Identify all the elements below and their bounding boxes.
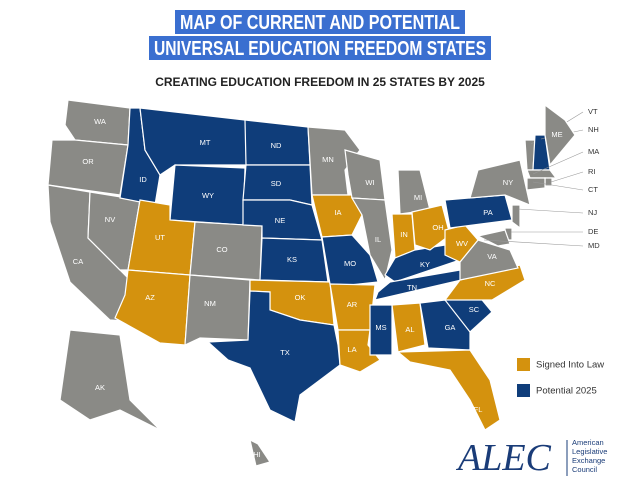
logo-text: Exchange — [572, 456, 605, 465]
state-label: UT — [155, 233, 165, 242]
state — [476, 229, 511, 247]
state-label: WI — [365, 178, 374, 187]
state-label: MT — [200, 138, 211, 147]
state — [411, 204, 451, 251]
state-label: AL — [405, 325, 414, 334]
state — [391, 302, 426, 353]
logo-text: Council — [572, 465, 597, 474]
state-label: NM — [204, 299, 216, 308]
state-label-outside: NJ — [588, 208, 597, 217]
state — [184, 274, 251, 346]
state-label: KY — [420, 260, 430, 269]
legend-label: Signed Into Law — [536, 360, 604, 371]
leader-line — [483, 239, 584, 247]
state-label: KS — [287, 255, 297, 264]
state-label: NV — [105, 215, 115, 224]
state — [469, 159, 531, 206]
state-label: AK — [95, 383, 105, 392]
state-label: IA — [334, 208, 341, 217]
state-label: TN — [407, 283, 417, 292]
state-label: LA — [347, 345, 356, 354]
legend-label: Potential 2025 — [536, 386, 597, 397]
leader-line — [532, 151, 584, 175]
state-label: MO — [344, 259, 356, 268]
state-label: MN — [322, 155, 334, 164]
state-label: PA — [483, 208, 492, 217]
state-label-outside: CT — [588, 185, 598, 194]
title-line: MAP OF CURRENT AND POTENTIAL — [180, 12, 460, 34]
legend-swatch — [517, 384, 530, 397]
state-label: NE — [275, 216, 285, 225]
legend-swatch — [517, 358, 530, 371]
state — [526, 177, 546, 191]
state-label: SD — [271, 179, 282, 188]
us-map: WA OR CA NV ID MT WY UT AZ CO NM ND SD NE KS OK TX MN IA MO… — [47, 99, 600, 467]
state-label: MI — [414, 193, 422, 202]
logo-text: American — [572, 438, 604, 447]
state-label-outside: RI — [588, 167, 596, 176]
state — [350, 197, 393, 282]
state-label: OR — [82, 157, 94, 166]
subtitle: CREATING EDUCATION FREEDOM IN 25 STATES … — [155, 75, 485, 89]
leader-line — [532, 181, 584, 191]
state-label: GA — [445, 323, 456, 332]
title-highlight — [175, 10, 465, 34]
state — [139, 107, 249, 176]
state-label: TX — [280, 348, 290, 357]
state-label: WY — [202, 191, 214, 200]
state-label-outside: MA — [588, 147, 599, 156]
state-label: AR — [347, 300, 358, 309]
state — [59, 329, 161, 431]
state-label: CA — [73, 257, 83, 266]
state-label: SC — [469, 305, 480, 314]
state — [511, 204, 521, 230]
state-label: MS — [375, 323, 386, 332]
legend: Signed Into Law Potential 2025 — [517, 358, 604, 397]
state-label: ID — [139, 175, 147, 184]
state-label: OH — [432, 223, 443, 232]
state-label-outside: DE — [588, 227, 598, 236]
state-label: VA — [487, 252, 496, 261]
state-label: WA — [94, 117, 106, 126]
state-label: AZ — [145, 293, 155, 302]
state-label: ND — [271, 141, 282, 150]
state-label: WV — [456, 239, 468, 248]
state-label: ME — [551, 130, 562, 139]
state — [369, 304, 393, 356]
state-label: OK — [295, 293, 306, 302]
state — [544, 103, 576, 167]
title-line: UNIVERSAL EDUCATION FREEDOM STATES — [154, 38, 486, 60]
logo-text: Legislative — [572, 447, 607, 456]
logo: ALEC American Legislative Exchange Counc… — [455, 437, 607, 479]
state-label: FL — [474, 405, 483, 414]
state-label-outside: VT — [588, 107, 598, 116]
state-label: IN — [400, 230, 408, 239]
state — [344, 149, 386, 201]
state-label-outside: MD — [588, 241, 600, 250]
state-label-outside: NH — [588, 125, 599, 134]
state-label: HI — [253, 450, 261, 459]
logo-mark: ALEC — [455, 437, 552, 479]
state-label: NC — [485, 279, 496, 288]
leader-line — [550, 171, 584, 183]
state — [311, 194, 363, 238]
state — [444, 194, 513, 229]
state — [206, 290, 341, 423]
title-highlight — [149, 36, 491, 60]
state — [114, 269, 191, 346]
state — [526, 169, 558, 179]
state — [249, 438, 271, 467]
state-label: NY — [503, 178, 513, 187]
state — [396, 349, 501, 431]
state-label: CO — [216, 245, 227, 254]
leader-line — [517, 208, 584, 214]
state-label: IL — [375, 235, 381, 244]
